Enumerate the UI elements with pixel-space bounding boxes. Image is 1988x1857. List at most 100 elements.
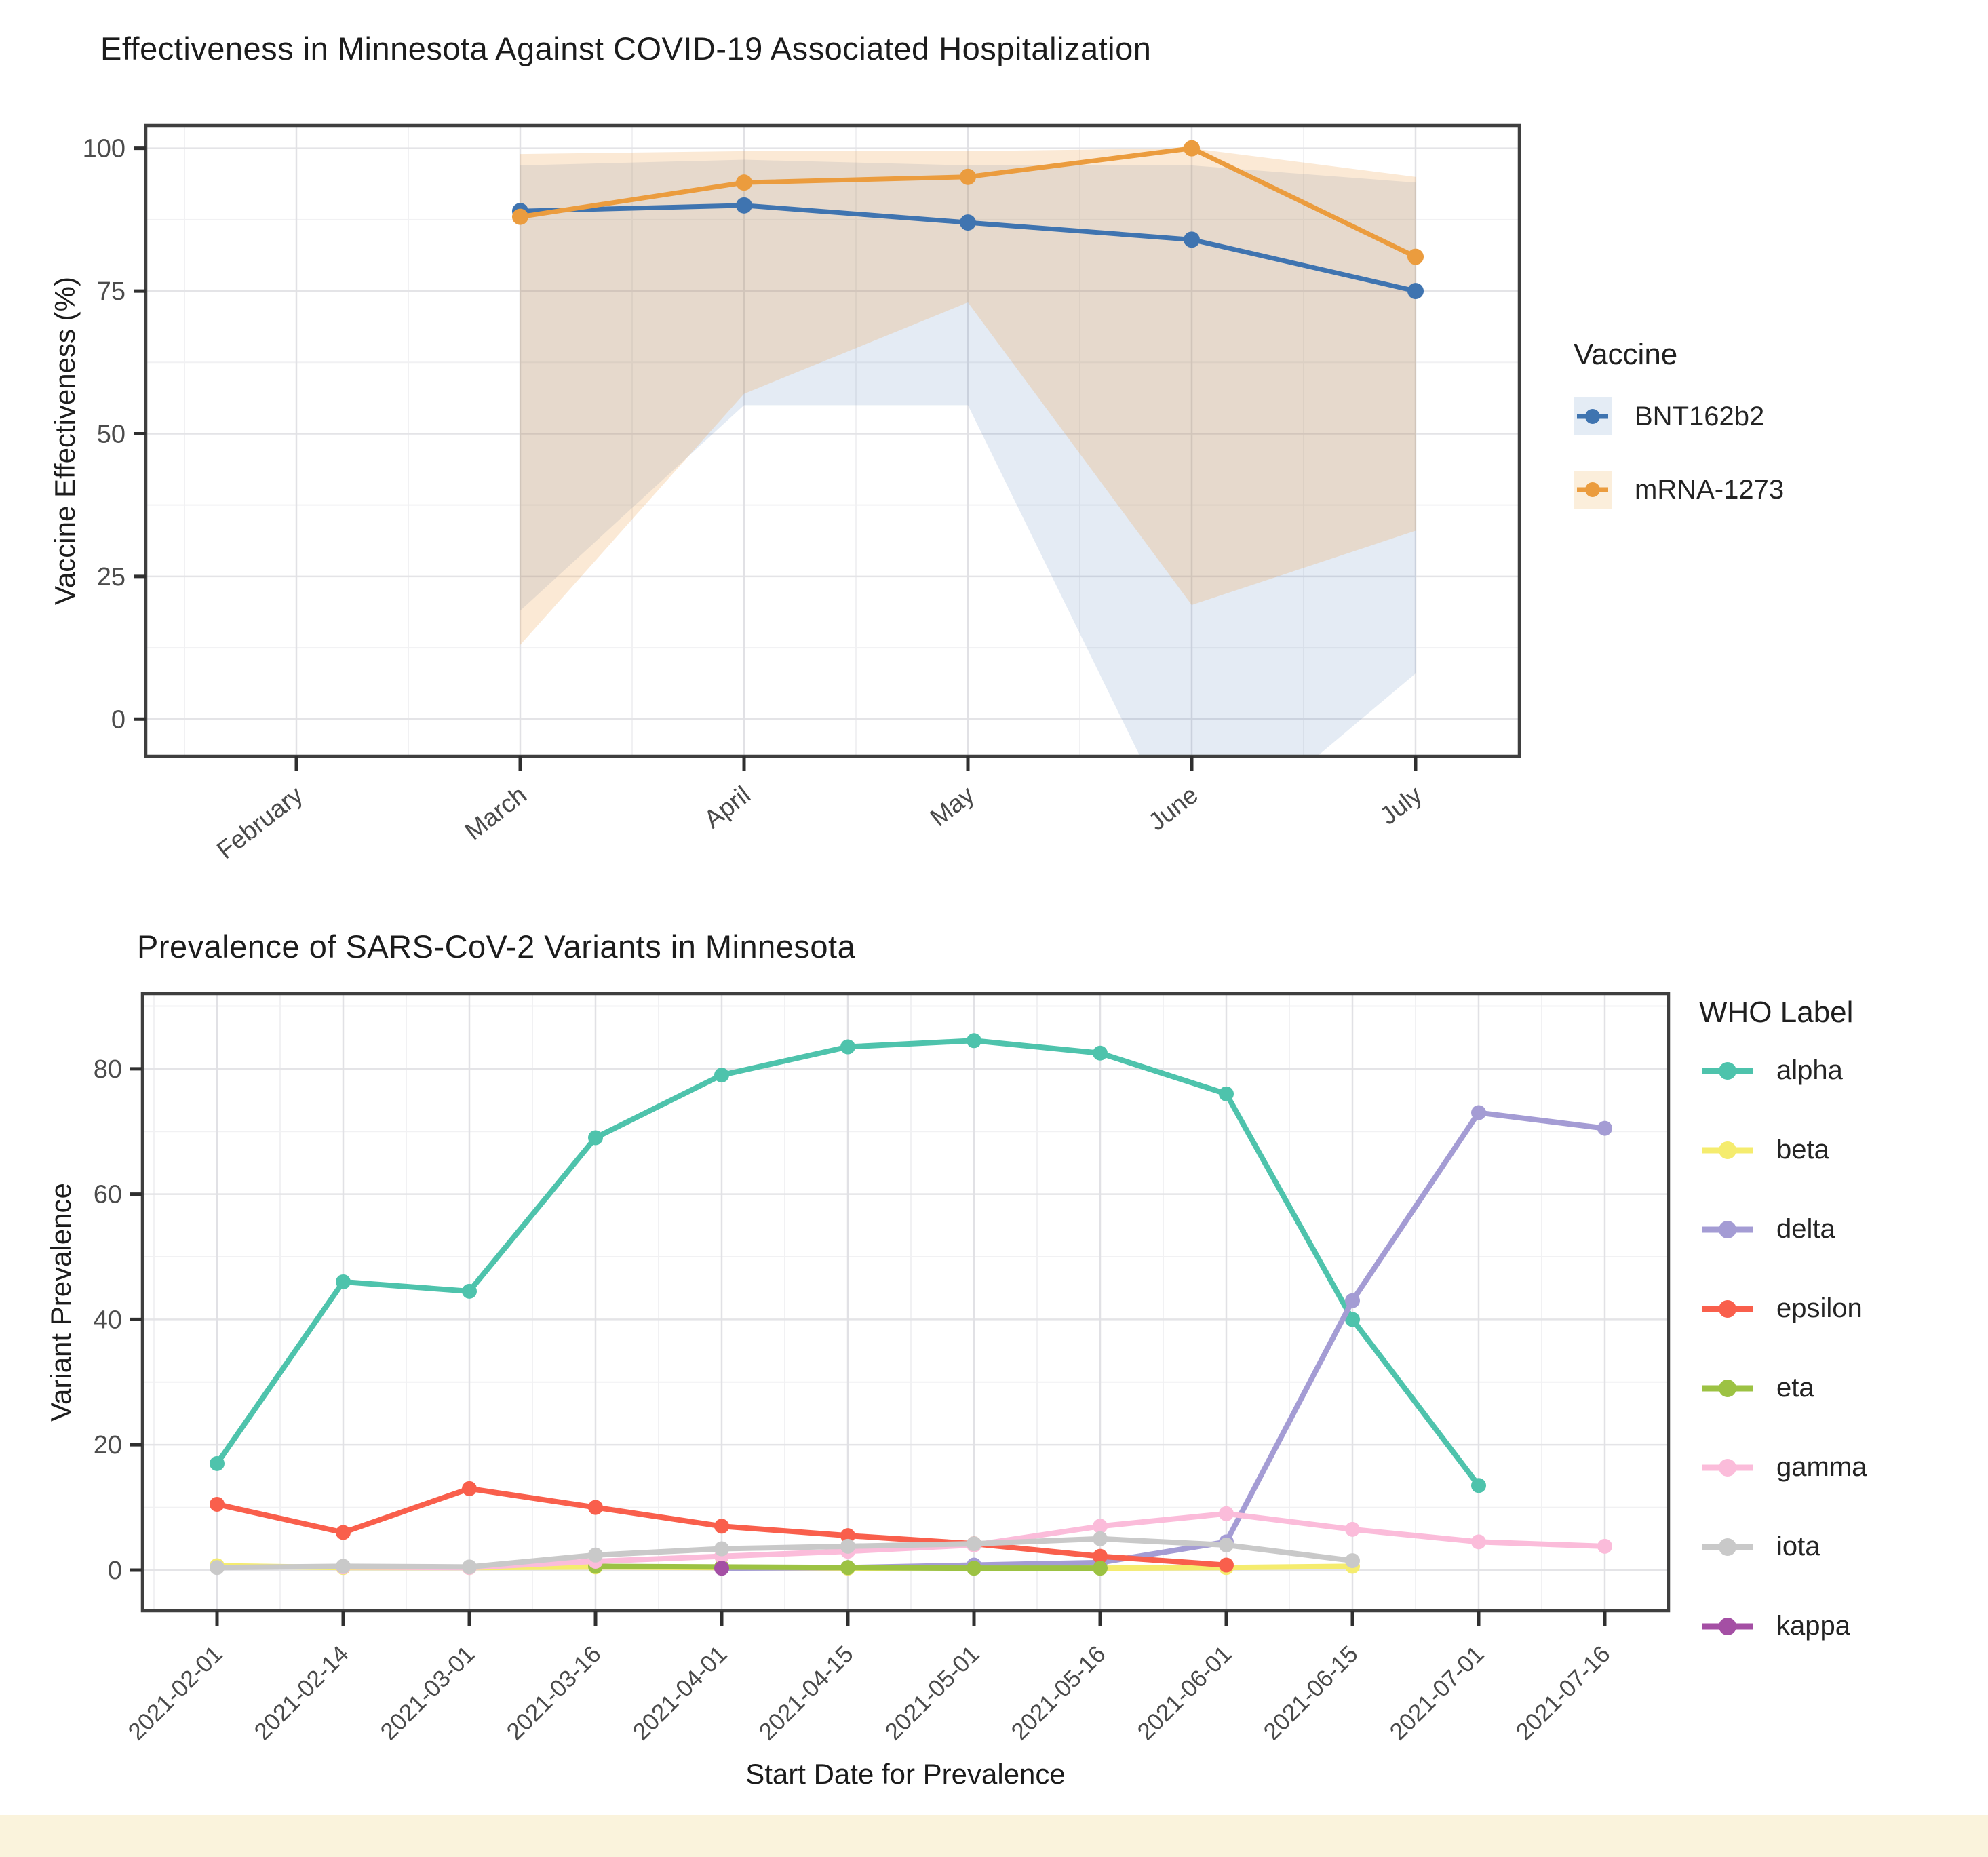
legend-item-label: delta [1776,1214,1835,1244]
legend-item-label: beta [1776,1135,1829,1165]
x-tick-label: 2021-03-01 [375,1641,480,1745]
data-point-alpha [967,1033,981,1049]
data-point-gamma [1219,1506,1234,1521]
data-point-epsilon [588,1500,603,1515]
legend-item-iota: iota [1699,1531,1867,1562]
chart1-legend-title: Vaccine [1574,338,1678,371]
data-point-epsilon [840,1528,855,1544]
data-point-iota [462,1559,477,1575]
legend-item-label: mRNA-1273 [1635,474,1785,505]
y-tick-label: 60 [94,1181,122,1209]
legend-item-label: BNT162b2 [1635,401,1765,431]
legend-item-label: kappa [1776,1611,1850,1641]
legend-item-mRNA-1273: mRNA-1273 [1574,471,1784,509]
legend-item-alpha: alpha [1699,1055,1867,1086]
x-tick-label: 2021-06-15 [1258,1641,1363,1745]
y-tick-label: 40 [94,1306,122,1334]
y-tick-label: 80 [94,1055,122,1084]
data-point-alpha [588,1130,603,1146]
line-dot-glyph [1702,1458,1753,1477]
legend-item-epsilon: epsilon [1699,1293,1867,1324]
series-mRNA-1273 [512,140,1424,265]
legend-item-gamma: gamma [1699,1452,1867,1483]
data-point-alpha [840,1039,855,1055]
ci-ribbons [520,148,1416,756]
data-point-BNT162b2 [960,214,976,231]
legend-item-label: gamma [1776,1452,1867,1482]
line-dot-glyph [1702,1299,1753,1318]
data-point-gamma [1471,1534,1486,1550]
data-point-epsilon [336,1525,351,1540]
data-point-gamma [1597,1538,1612,1554]
data-point-epsilon [714,1519,729,1534]
gridlines-major [146,125,1519,756]
x-tick-label: February [212,781,308,865]
data-point-iota [967,1536,981,1552]
gridlines-minor [142,994,1669,1611]
panel-border [144,123,1521,758]
legend-key-icon [1574,397,1612,435]
x-tick-label: 2021-02-01 [123,1641,227,1745]
chart1-legend-items: BNT162b2 mRNA-1273 [1574,397,1784,509]
data-point-alpha [210,1455,225,1471]
data-point-BNT162b2 [736,197,752,214]
legend-key-icon [1699,1532,1756,1562]
data-point-BNT162b2 [1184,231,1200,248]
data-point-iota [210,1560,225,1576]
chart2-legend: WHO Label alpha beta delta epsilon eta gamma i… [1699,996,1867,1690]
data-point-iota [714,1541,729,1557]
x-tick-label: May [925,781,980,832]
line-dot-glyph [1702,1379,1753,1397]
data-point-mRNA-1273 [960,168,976,185]
line-dot-glyph [1702,1538,1753,1556]
x-tick-label: 2021-07-16 [1511,1641,1615,1745]
y-tick-label: 0 [108,1557,122,1585]
data-point-gamma [1093,1519,1108,1534]
chart2-legend-items: alpha beta delta epsilon eta gamma iota kappa [1699,1055,1867,1641]
legend-item-kappa: kappa [1699,1611,1867,1641]
data-point-alpha [336,1274,351,1289]
panel-border [140,992,1671,1613]
data-point-alpha [1219,1086,1234,1101]
data-point-alpha [714,1068,729,1083]
chart2-legend-title: WHO Label [1699,996,1854,1029]
ribbon-mRNA-1273 [520,148,1416,645]
line-dot-glyph [1702,1220,1753,1238]
y-tick-label: 75 [97,277,125,306]
data-point-alpha [1345,1312,1360,1327]
legend-item-label: eta [1776,1373,1814,1403]
legend-key-icon [1574,471,1612,509]
data-point-alpha [1471,1478,1486,1493]
legend-item-beta: beta [1699,1135,1867,1165]
series-BNT162b2 [512,197,1424,300]
x-tick-label: July [1375,781,1427,830]
legend-key-icon [1699,1135,1756,1165]
data-point-iota [1093,1531,1108,1546]
legend-key-icon [1699,1215,1756,1245]
data-point-alpha [1093,1045,1108,1061]
series-iota [210,1531,1360,1576]
plot-panel [146,125,1519,756]
legend-key-icon [1699,1611,1756,1641]
y-tick-label: 100 [83,135,125,163]
ribbon-BNT162b2 [520,159,1416,756]
data-point-delta [1345,1293,1360,1308]
data-point-mRNA-1273 [1184,140,1200,157]
x-tick-label: 2021-05-01 [880,1641,984,1745]
legend-key-icon [1699,1453,1756,1483]
x-tick-label: 2021-04-01 [627,1641,732,1745]
data-point-eta [967,1561,981,1576]
legend-item-delta: delta [1699,1214,1867,1245]
legend-item-label: iota [1776,1531,1820,1561]
legend-item-eta: eta [1699,1373,1867,1403]
x-tick-label: 2021-07-01 [1384,1641,1489,1745]
series-epsilon [210,1481,1234,1573]
y-tick-label: 20 [94,1431,122,1460]
chart1-title: Effectiveness in Minnesota Against COVID… [100,31,1152,66]
data-point-delta [1471,1105,1486,1120]
data-point-iota [840,1538,855,1554]
legend-key-icon [1699,1056,1756,1086]
x-tick-label: 2021-05-16 [1006,1641,1110,1745]
